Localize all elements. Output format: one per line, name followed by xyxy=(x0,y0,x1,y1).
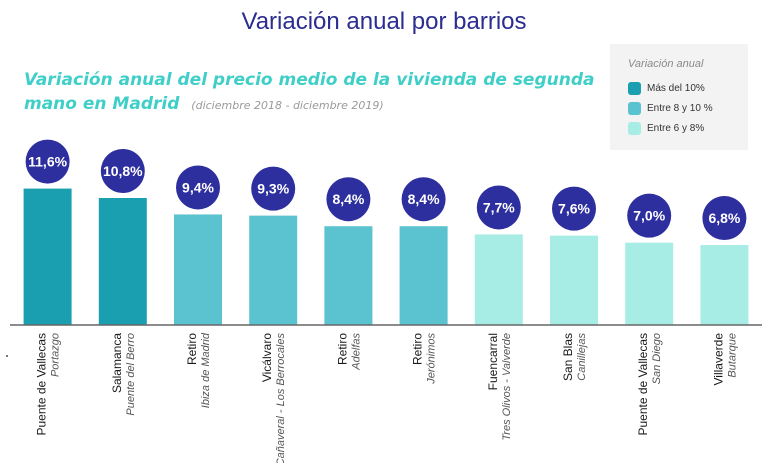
district-label-1: Puente de Vallecas xyxy=(35,333,49,436)
legend-swatch-mid xyxy=(628,102,641,115)
legend-item-high: Más del 10% xyxy=(628,82,705,95)
value-bubble-10 xyxy=(702,196,747,241)
bar-9 xyxy=(625,242,674,325)
value-label-7: 7,7% xyxy=(483,199,515,215)
value-label-1: 11,6% xyxy=(28,154,67,170)
legend-label-low: Entre 6 y 8% xyxy=(647,123,705,134)
neighborhood-label-7: Tres Olivos - Valverde xyxy=(501,333,513,441)
neighborhood-label-9: San Diego xyxy=(651,333,663,384)
district-label-5: Retiro xyxy=(335,333,349,365)
value-label-5: 8,4% xyxy=(332,191,364,207)
category-label-7: Fuencarral Tres Olivos - Valverde xyxy=(486,333,513,441)
category-label-1: Puente de Vallecas Portazgo xyxy=(35,333,62,436)
district-label-7: Fuencarral xyxy=(486,333,500,390)
value-label-10: 6,8% xyxy=(708,210,740,226)
legend-label-high: Más del 10% xyxy=(647,83,705,94)
value-label-8: 7,6% xyxy=(558,201,590,217)
value-bubble-7 xyxy=(476,185,521,230)
district-label-2: Salamanca xyxy=(110,333,124,393)
chart-title: Variación anual del precio medio de la v… xyxy=(24,68,604,118)
neighborhood-label-3: Ibiza de Madrid xyxy=(200,332,212,408)
legend-swatch-low xyxy=(628,122,641,135)
bar-7 xyxy=(474,234,523,325)
legend-item-mid: Entre 8 y 10 % xyxy=(628,102,713,115)
chart-date-range: (diciembre 2018 - diciembre 2019) xyxy=(191,99,384,112)
district-label-8: San Blas xyxy=(561,333,575,381)
bar-1 xyxy=(23,188,72,325)
bar-3 xyxy=(174,214,222,325)
category-label-6: Retiro Jerónimos xyxy=(411,333,438,385)
stray-dot xyxy=(6,355,8,357)
district-label-10: Villaverde xyxy=(711,333,725,386)
legend-item-low: Entre 6 y 8% xyxy=(628,122,704,135)
value-bubble-6 xyxy=(401,177,446,222)
neighborhood-label-6: Jerónimos xyxy=(426,333,438,385)
bar-10 xyxy=(700,245,749,325)
category-label-5: Retiro Adelfas xyxy=(335,333,362,371)
legend-title: Variación anual xyxy=(628,58,704,70)
bar-6 xyxy=(399,226,448,325)
value-label-2: 10,8% xyxy=(103,163,143,179)
neighborhood-label-10: Butarque xyxy=(726,333,738,378)
neighborhood-label-5: Adelfas xyxy=(350,333,362,371)
value-label-9: 7,0% xyxy=(633,208,665,224)
district-label-6: Retiro xyxy=(411,333,425,365)
legend-swatch-high xyxy=(628,82,641,95)
category-label-3: Retiro Ibiza de Madrid xyxy=(185,332,212,408)
legend: Variación anual Más del 10% Entre 8 y 10… xyxy=(610,44,748,150)
chart-title-text: Variación anual del precio medio de la v… xyxy=(24,70,595,114)
district-label-9: Puente de Vallecas xyxy=(636,333,650,436)
bar-2 xyxy=(98,197,147,325)
value-label-3: 9,4% xyxy=(182,179,214,195)
neighborhood-label-8: Canillejas xyxy=(576,333,588,381)
category-label-4: Vicálvaro El Cañaveral - Los Berrocales xyxy=(260,333,287,463)
bar-4 xyxy=(249,215,298,325)
value-bubble-1 xyxy=(25,139,70,184)
value-bubble-3 xyxy=(176,165,220,210)
value-bubble-5 xyxy=(326,177,371,222)
value-bubble-2 xyxy=(100,148,145,193)
value-label-6: 8,4% xyxy=(408,191,440,207)
neighborhood-label-4: El Cañaveral - Los Berrocales xyxy=(275,333,287,463)
legend-label-mid: Entre 8 y 10 % xyxy=(647,103,713,114)
neighborhood-label-2: Puente del Berro xyxy=(125,333,137,416)
district-label-3: Retiro xyxy=(185,333,199,365)
value-bubble-9 xyxy=(627,193,672,238)
bar-8 xyxy=(550,235,598,325)
category-label-9: Puente de Vallecas San Diego xyxy=(636,333,663,436)
neighborhood-label-1: Portazgo xyxy=(50,333,62,377)
value-label-4: 9,3% xyxy=(257,181,289,197)
category-label-8: San Blas Canillejas xyxy=(561,333,588,382)
value-bubble-8 xyxy=(552,186,596,231)
category-label-10: Villaverde Butarque xyxy=(711,333,738,386)
page-title: Variación anual por barrios xyxy=(241,8,527,35)
bar-5 xyxy=(324,226,373,325)
category-label-2: Salamanca Puente del Berro xyxy=(110,333,137,416)
value-bubble-4 xyxy=(251,166,296,211)
district-label-4: Vicálvaro xyxy=(260,333,274,382)
